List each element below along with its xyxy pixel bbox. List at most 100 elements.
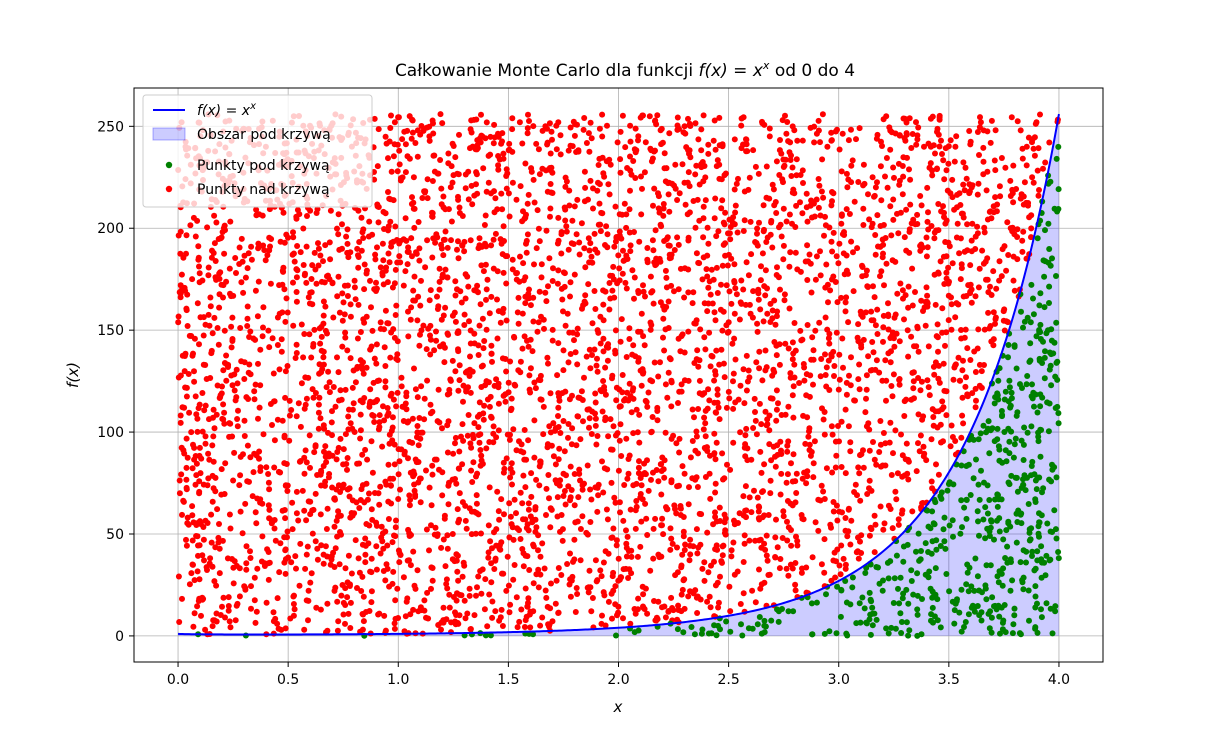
point-over-curve (776, 565, 783, 572)
point-over-curve (234, 423, 241, 430)
point-over-curve (906, 166, 912, 173)
point-over-curve (414, 429, 421, 436)
point-over-curve (533, 476, 540, 483)
point-over-curve (305, 498, 312, 505)
point-over-curve (356, 239, 363, 245)
point-over-curve (939, 406, 945, 413)
point-over-curve (890, 335, 897, 342)
point-over-curve (386, 431, 393, 438)
point-over-curve (707, 604, 714, 611)
point-over-curve (860, 205, 867, 212)
point-over-curve (444, 244, 451, 251)
point-over-curve (368, 438, 375, 445)
point-over-curve (711, 309, 718, 316)
point-over-curve (528, 168, 535, 175)
point-over-curve (571, 556, 578, 563)
point-over-curve (845, 528, 852, 535)
point-over-curve (388, 112, 394, 119)
point-over-curve (293, 565, 299, 572)
point-over-curve (632, 507, 639, 514)
point-under-curve (1042, 348, 1048, 355)
point-over-curve (742, 432, 749, 439)
point-over-curve (293, 350, 300, 356)
point-over-curve (967, 262, 974, 269)
point-over-curve (441, 236, 448, 243)
point-over-curve (492, 230, 499, 237)
point-over-curve (668, 403, 675, 410)
point-over-curve (831, 363, 838, 369)
point-over-curve (617, 156, 624, 163)
point-over-curve (960, 357, 966, 364)
point-under-curve (1055, 420, 1062, 427)
point-over-curve (787, 370, 794, 377)
point-over-curve (236, 593, 243, 600)
point-over-curve (789, 123, 796, 130)
point-over-curve (428, 502, 435, 509)
point-over-curve (769, 244, 776, 251)
point-over-curve (543, 512, 549, 518)
point-over-curve (417, 435, 424, 442)
point-under-curve (995, 377, 1002, 384)
point-over-curve (395, 446, 402, 453)
point-over-curve (966, 188, 973, 195)
point-under-curve (1005, 342, 1012, 348)
point-over-curve (730, 405, 737, 412)
point-over-curve (828, 423, 835, 430)
point-over-curve (554, 280, 561, 287)
point-over-curve (602, 414, 609, 421)
point-over-curve (576, 251, 583, 258)
point-over-curve (520, 449, 527, 456)
point-over-curve (594, 249, 601, 256)
point-over-curve (238, 235, 245, 242)
point-over-curve (411, 365, 417, 372)
point-over-curve (1032, 120, 1039, 127)
point-over-curve (477, 447, 484, 453)
point-over-curve (324, 627, 331, 634)
point-over-curve (525, 111, 531, 118)
point-over-curve (581, 245, 588, 252)
point-over-curve (253, 520, 260, 527)
point-over-curve (756, 348, 763, 355)
point-over-curve (702, 420, 709, 427)
point-over-curve (546, 255, 553, 262)
point-under-curve (1040, 338, 1046, 345)
point-over-curve (716, 161, 723, 168)
point-over-curve (949, 434, 956, 440)
point-over-curve (370, 379, 377, 386)
point-over-curve (662, 326, 669, 333)
point-over-curve (569, 217, 576, 224)
point-under-curve (1006, 450, 1013, 457)
point-over-curve (520, 260, 527, 267)
point-over-curve (388, 239, 395, 246)
point-over-curve (840, 555, 847, 562)
point-over-curve (412, 140, 419, 146)
point-over-curve (438, 544, 445, 551)
point-over-curve (228, 344, 235, 351)
point-over-curve (308, 276, 315, 282)
point-over-curve (610, 263, 617, 270)
point-over-curve (803, 392, 810, 399)
point-under-curve (674, 626, 681, 633)
point-over-curve (586, 424, 592, 431)
point-under-curve (774, 606, 780, 613)
point-over-curve (631, 295, 637, 302)
point-over-curve (651, 185, 658, 192)
point-over-curve (654, 408, 661, 414)
point-over-curve (962, 326, 969, 333)
point-over-curve (441, 359, 448, 366)
point-under-curve (1034, 235, 1041, 242)
point-over-curve (391, 119, 398, 126)
point-over-curve (248, 583, 254, 590)
point-over-curve (385, 155, 391, 162)
point-under-curve (1039, 360, 1046, 366)
point-over-curve (858, 451, 865, 458)
point-over-curve (329, 408, 335, 415)
point-over-curve (521, 427, 528, 433)
point-over-curve (444, 545, 451, 552)
point-over-curve (766, 412, 773, 419)
point-over-curve (424, 237, 431, 244)
point-over-curve (430, 120, 436, 127)
point-over-curve (456, 210, 463, 216)
point-over-curve (761, 283, 768, 290)
point-over-curve (958, 327, 964, 333)
